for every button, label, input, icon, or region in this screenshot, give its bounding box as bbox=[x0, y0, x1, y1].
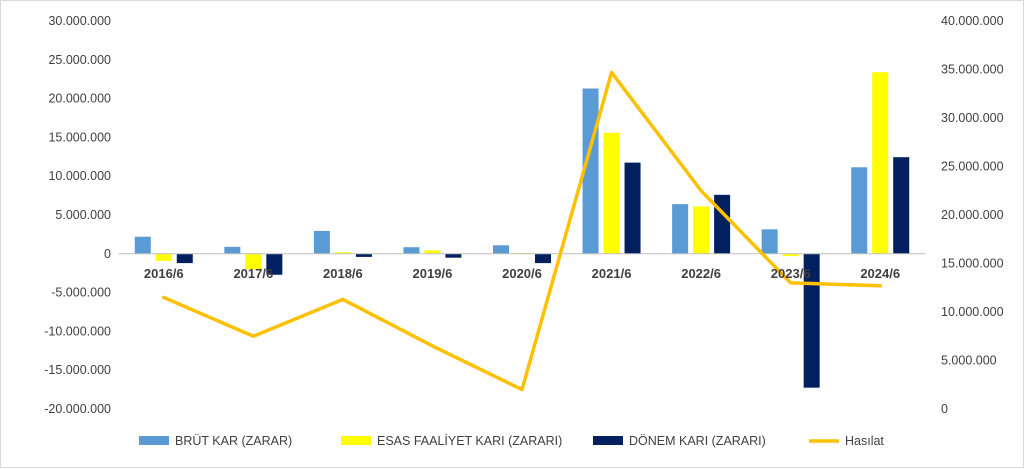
legend: BRÜT KAR (ZARAR) ESAS FAALİYET KARI (ZARA… bbox=[139, 434, 884, 448]
left-tick-label: -5.000.000 bbox=[51, 286, 111, 300]
right-tick-label: 20.000.000 bbox=[941, 208, 1004, 222]
category-label: 2018/6 bbox=[323, 266, 363, 281]
legend-label: ESAS FAALİYET KARI (ZARARI) bbox=[377, 434, 562, 448]
bar-br-t-kar-zarar-9 bbox=[851, 167, 868, 254]
bar-d-nem-kari-zarari-6 bbox=[624, 162, 641, 254]
bar-esas-faali-yet-kari-zarari-8 bbox=[782, 253, 799, 257]
right-tick-label: 15.000.000 bbox=[941, 257, 1004, 271]
bar-d-nem-kari-zarari-7 bbox=[714, 194, 731, 254]
bar-esas-faali-yet-kari-zarari-1 bbox=[155, 253, 172, 261]
bar-esas-faali-yet-kari-zarari-4 bbox=[424, 250, 441, 254]
category-label: 2022/6 bbox=[681, 266, 721, 281]
bar-series bbox=[134, 72, 910, 388]
line-series bbox=[162, 70, 882, 392]
category-label: 2024/6 bbox=[860, 266, 900, 281]
right-tick-label: 0 bbox=[941, 402, 948, 416]
bar-d-nem-kari-zarari-8 bbox=[803, 253, 820, 388]
bar-br-t-kar-zarar-7 bbox=[672, 204, 689, 254]
category-axis: 2016/6 2017/6 2018/6 2019/6 2020/6 2021/6 2022… bbox=[144, 266, 900, 281]
left-tick-label: 25.000.000 bbox=[48, 53, 111, 67]
left-tick-label: 20.000.000 bbox=[48, 92, 111, 106]
category-label: 2016/6 bbox=[144, 266, 184, 281]
bar-br-t-kar-zarar-2 bbox=[224, 246, 241, 254]
legend-label: DÖNEM KARI (ZARARI) bbox=[629, 434, 766, 448]
bar-esas-faali-yet-kari-zarari-6 bbox=[603, 132, 620, 254]
bar-br-t-kar-zarar-4 bbox=[403, 247, 420, 254]
right-tick-label: 40.000.000 bbox=[941, 14, 1004, 28]
line-has-lat bbox=[162, 70, 882, 392]
left-tick-label: 0 bbox=[104, 247, 111, 261]
bar-esas-faali-yet-kari-zarari-7 bbox=[693, 206, 710, 254]
bar-esas-faali-yet-kari-zarari-9 bbox=[872, 72, 889, 254]
legend-swatch-d-nem-kari-zarari bbox=[593, 436, 623, 445]
category-label: 2020/6 bbox=[502, 266, 542, 281]
bar-br-t-kar-zarar-5 bbox=[493, 245, 509, 254]
bar-br-t-kar-zarar-3 bbox=[313, 230, 330, 254]
legend-label: BRÜT KAR (ZARAR) bbox=[175, 434, 292, 448]
right-tick-label: 35.000.000 bbox=[941, 63, 1004, 77]
bar-d-nem-kari-zarari-3 bbox=[355, 253, 372, 257]
category-label: 2019/6 bbox=[413, 266, 453, 281]
bar-br-t-kar-zarar-1 bbox=[134, 236, 151, 254]
left-tick-label: 10.000.000 bbox=[48, 169, 111, 183]
bar-esas-faali-yet-kari-zarari-2 bbox=[245, 253, 262, 270]
legend-swatch-esas-faali-yet-kari-zarari bbox=[341, 436, 371, 445]
right-axis: 40.000.000 35.000.000 30.000.000 25.000.000… bbox=[941, 14, 1004, 416]
left-tick-label: -20.000.000 bbox=[44, 402, 111, 416]
category-label: 2023/6 bbox=[771, 266, 811, 281]
right-tick-label: 25.000.000 bbox=[941, 160, 1004, 174]
bar-br-t-kar-zarar-8 bbox=[761, 229, 778, 254]
category-label: 2021/6 bbox=[592, 266, 632, 281]
left-tick-label: 5.000.000 bbox=[55, 208, 111, 222]
right-tick-label: 30.000.000 bbox=[941, 111, 1004, 125]
bar-d-nem-kari-zarari-9 bbox=[893, 157, 910, 254]
left-axis: 30.000.000 25.000.000 20.000.000 15.000.000… bbox=[44, 14, 111, 416]
legend-swatch-br-t-kar-zarar bbox=[139, 436, 169, 445]
left-tick-label: 30.000.000 bbox=[48, 14, 111, 28]
right-tick-label: 5.000.000 bbox=[941, 354, 997, 368]
left-tick-label: -15.000.000 bbox=[44, 363, 111, 377]
left-tick-label: -10.000.000 bbox=[44, 324, 111, 338]
bar-d-nem-kari-zarari-4 bbox=[445, 253, 462, 258]
left-tick-label: 15.000.000 bbox=[48, 130, 111, 144]
bar-d-nem-kari-zarari-2 bbox=[266, 253, 283, 275]
legend-label: Hasılat bbox=[845, 434, 884, 448]
category-label: 2017/6 bbox=[233, 266, 273, 281]
right-tick-label: 10.000.000 bbox=[941, 305, 1004, 319]
bar-d-nem-kari-zarari-5 bbox=[535, 253, 551, 264]
bar-esas-faali-yet-kari-zarari-3 bbox=[334, 252, 351, 254]
bar-d-nem-kari-zarari-1 bbox=[176, 253, 193, 264]
